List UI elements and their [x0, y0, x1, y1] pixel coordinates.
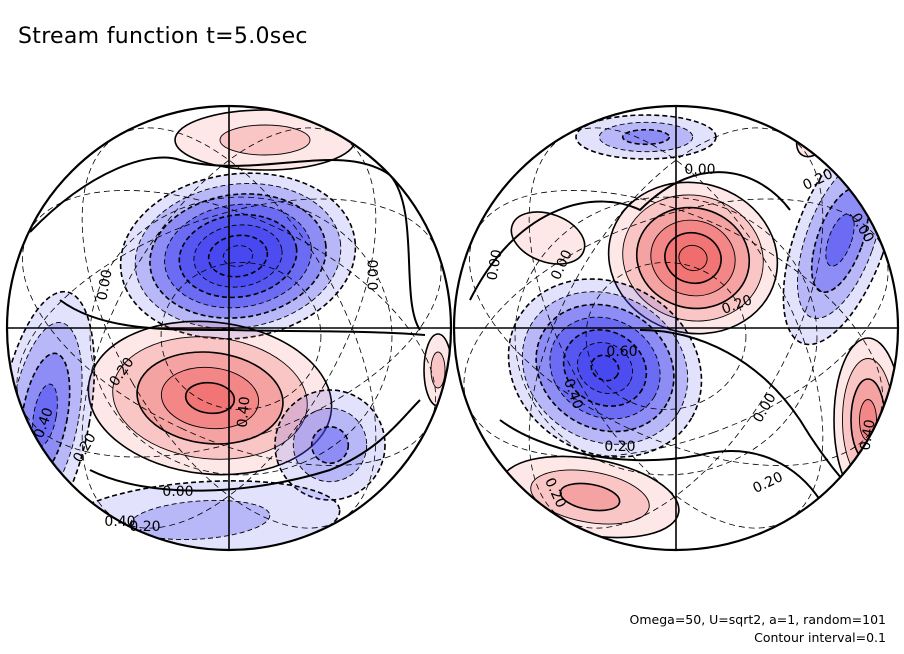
- zero-contour: [499, 419, 821, 501]
- contour-label: 0.00: [94, 268, 115, 301]
- contour-label: 0.00: [162, 484, 193, 500]
- contour-level: [621, 128, 671, 146]
- meridian: [469, 190, 883, 466]
- contour-label: 0.40: [104, 514, 135, 530]
- contour-level: [590, 354, 620, 382]
- contour-level: [825, 213, 855, 267]
- zero-contours: [29, 156, 426, 492]
- contour-label: 0.00: [366, 259, 382, 290]
- meridian: [528, 127, 824, 529]
- contour-label: 0.20: [129, 519, 160, 535]
- extremum-negative: [507, 278, 703, 458]
- contour-label: 0.40: [857, 418, 878, 451]
- extremum-negative: [575, 114, 717, 160]
- hemisphere-frames: [5, 104, 900, 552]
- extremum-negative: [274, 389, 386, 501]
- contour-level: [129, 499, 271, 541]
- meridian: [22, 190, 436, 466]
- extremum-negative: [119, 172, 357, 340]
- zero-contour: [89, 399, 421, 492]
- latitude-circle: [160, 262, 322, 410]
- contour-level: [530, 469, 650, 525]
- contour-interval-note: Contour interval=0.1: [754, 630, 886, 645]
- latitude-circle: [585, 262, 747, 410]
- contour-label: 0.00: [484, 248, 505, 281]
- contour-level: [559, 482, 621, 512]
- contour-level: [598, 121, 694, 153]
- extremum-positive: [87, 320, 333, 476]
- contour-label: 0.60: [606, 344, 637, 360]
- contour-level: [219, 124, 311, 156]
- contour-level: [810, 186, 870, 294]
- graticule: [463, 127, 889, 529]
- meridian: [16, 198, 442, 458]
- contour-level: [184, 381, 236, 415]
- contour-level: [310, 425, 350, 465]
- contour-level: [678, 244, 708, 272]
- meridian: [528, 127, 824, 529]
- parameters-note: Omega=50, U=sqrt2, a=1, random=101: [629, 612, 886, 627]
- meridian: [463, 198, 889, 458]
- zero-contour: [29, 156, 421, 331]
- meridian: [81, 127, 377, 529]
- contour-level: [803, 106, 837, 147]
- latitude-circle: [514, 196, 818, 476]
- contour-level: [811, 113, 829, 137]
- latitude-circle: [89, 196, 393, 476]
- contour-level: [274, 389, 386, 501]
- contour-level: [222, 245, 254, 267]
- contour-label: 0.40: [235, 396, 254, 428]
- chart-title: Stream function t=5.0sec: [18, 24, 308, 49]
- contour-label: 0.20: [604, 439, 635, 455]
- graticule: [16, 127, 442, 529]
- extremum-positive: [174, 109, 356, 171]
- meridian: [81, 127, 377, 529]
- contour-level: [430, 351, 446, 389]
- zero-contour: [59, 299, 426, 336]
- contour-label: 0.00: [684, 162, 715, 178]
- contour-level: [292, 407, 368, 483]
- zero-contour: [469, 171, 791, 301]
